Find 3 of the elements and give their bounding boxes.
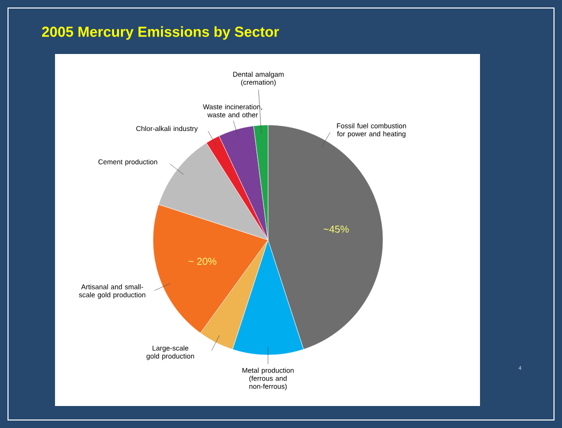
data-label: ~45%: [324, 226, 349, 233]
chart-title: 2005 Mercury Emissions by Sector: [42, 26, 279, 40]
data-label: ~ 20%: [188, 258, 216, 265]
